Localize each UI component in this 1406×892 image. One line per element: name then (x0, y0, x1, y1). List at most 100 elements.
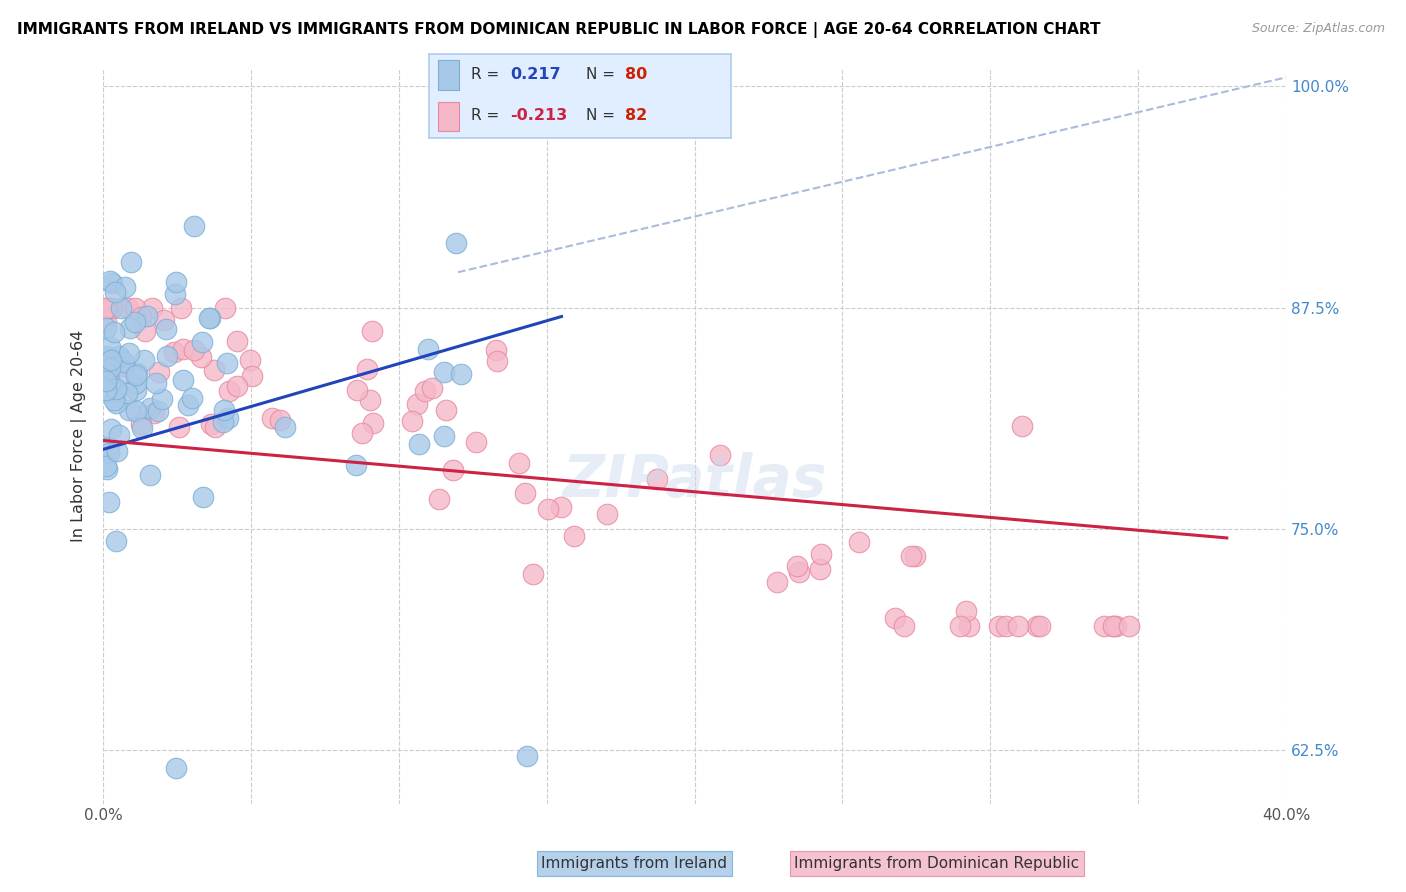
Point (516, 748, 538, 763)
Point (148, 365, 170, 379)
Point (112, 359, 135, 373)
Point (900, 549, 922, 563)
Point (202, 363, 225, 377)
Bar (437, 61, 458, 90)
Point (131, 421, 153, 435)
Point (100, 301, 122, 315)
Point (100, 360, 122, 375)
Text: 0.217: 0.217 (510, 67, 561, 82)
Point (427, 492, 450, 507)
Text: Immigrants from Dominican Republic: Immigrants from Dominican Republic (794, 856, 1080, 871)
Point (125, 366, 148, 380)
Point (103, 325, 125, 339)
Point (139, 401, 162, 416)
Text: -0.213: -0.213 (510, 108, 568, 123)
Point (709, 448, 731, 462)
Point (217, 355, 239, 369)
Point (98, 340, 121, 354)
Point (645, 472, 668, 486)
Point (114, 280, 136, 294)
Point (118, 402, 141, 417)
Point (904, 549, 927, 563)
Point (1105, 619, 1128, 633)
Point (96, 349, 118, 363)
Point (356, 362, 378, 376)
Point (100, 276, 122, 290)
Point (949, 619, 972, 633)
Text: Source: ZipAtlas.com: Source: ZipAtlas.com (1251, 22, 1385, 36)
Point (141, 301, 163, 315)
Point (96, 374, 118, 388)
Point (112, 355, 135, 369)
Point (1102, 619, 1125, 633)
Point (165, 276, 187, 290)
Point (145, 376, 167, 391)
Point (100, 422, 122, 436)
Point (108, 428, 131, 442)
Point (97, 371, 120, 385)
Point (96, 321, 118, 335)
Point (239, 352, 262, 367)
Point (217, 411, 239, 425)
Point (434, 402, 457, 417)
Point (124, 315, 146, 329)
Point (105, 382, 128, 396)
Text: N =: N = (586, 67, 620, 82)
Point (124, 301, 146, 315)
Point (413, 384, 436, 398)
Point (204, 420, 226, 434)
Point (405, 397, 427, 411)
Point (450, 368, 472, 382)
Point (269, 412, 291, 426)
Point (197, 311, 219, 326)
Point (352, 426, 374, 441)
Point (112, 366, 135, 380)
Point (444, 235, 467, 250)
Point (177, 398, 200, 412)
Point (848, 535, 870, 549)
Point (211, 415, 233, 429)
Point (117, 386, 139, 401)
Point (146, 403, 169, 417)
Point (987, 619, 1010, 633)
Point (155, 349, 177, 363)
Point (359, 392, 381, 407)
Point (132, 353, 155, 368)
Point (96, 366, 118, 380)
Point (152, 313, 174, 327)
Point (191, 491, 214, 505)
Point (100, 301, 122, 315)
Point (97, 494, 120, 508)
Point (274, 420, 297, 434)
Point (172, 373, 194, 387)
Point (104, 390, 127, 404)
Text: R =: R = (471, 108, 505, 123)
Point (134, 324, 156, 338)
Point (198, 311, 221, 326)
Point (183, 343, 205, 358)
Point (1029, 619, 1052, 633)
Point (893, 619, 915, 633)
Bar (437, 102, 458, 131)
Point (596, 507, 619, 521)
Point (218, 384, 240, 399)
Point (508, 456, 530, 470)
Point (344, 458, 367, 473)
Point (262, 411, 284, 425)
Point (96, 301, 118, 315)
Point (117, 301, 139, 315)
Y-axis label: In Labor Force | Age 20-64: In Labor Force | Age 20-64 (72, 330, 87, 542)
Point (100, 352, 122, 367)
Point (550, 500, 572, 514)
Point (883, 610, 905, 624)
Point (808, 562, 831, 576)
Point (98, 445, 121, 459)
Point (150, 392, 173, 406)
Point (163, 344, 186, 359)
Point (190, 350, 212, 364)
Point (515, 486, 537, 500)
Point (124, 383, 146, 397)
Point (361, 417, 384, 431)
Point (96, 351, 118, 365)
Point (564, 529, 586, 543)
